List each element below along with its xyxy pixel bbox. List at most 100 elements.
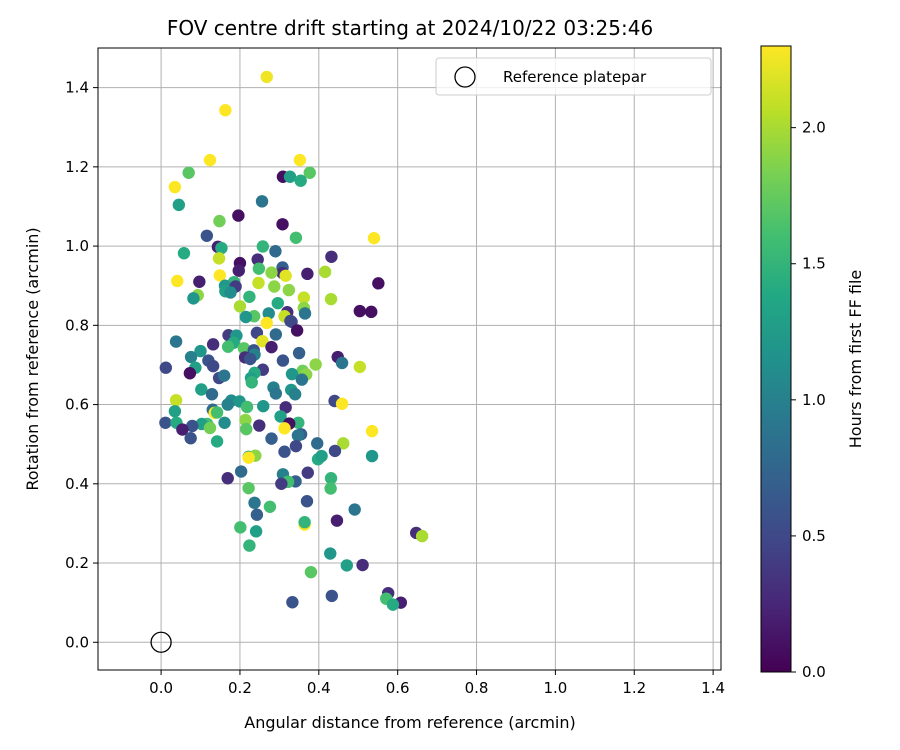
data-point — [245, 376, 258, 389]
data-point — [256, 334, 269, 348]
data-point — [221, 398, 234, 411]
colorbar-tick-label: 0.5 — [802, 527, 826, 545]
data-point — [237, 342, 251, 355]
data-point — [365, 424, 379, 438]
data-point — [269, 245, 282, 258]
data-point — [285, 367, 299, 381]
data-point — [203, 153, 217, 167]
data-point — [324, 547, 337, 560]
data-point — [260, 316, 273, 330]
data-point — [324, 472, 338, 485]
y-axis-label: Rotation from reference (arcmin) — [23, 227, 42, 490]
data-point — [337, 437, 350, 450]
data-point — [260, 70, 273, 84]
data-point — [187, 292, 200, 305]
data-point — [325, 250, 338, 263]
data-point — [386, 598, 400, 611]
data-point — [292, 346, 306, 360]
data-point — [240, 422, 253, 436]
data-point — [234, 465, 248, 478]
data-point — [252, 262, 266, 275]
legend: Reference platepar — [435, 57, 712, 96]
x-tick-label: 1.0 — [543, 679, 567, 697]
y-tick-label: 0.6 — [65, 396, 89, 414]
data-point — [169, 335, 183, 348]
x-axis-label: Angular distance from reference (arcmin) — [244, 713, 575, 732]
data-point — [348, 503, 361, 516]
data-point — [183, 367, 197, 380]
data-point — [303, 166, 316, 179]
data-point — [239, 310, 253, 324]
data-point — [318, 265, 332, 279]
data-point — [297, 291, 311, 304]
data-point — [353, 360, 367, 374]
data-point — [253, 419, 266, 432]
data-point — [210, 435, 224, 448]
data-point — [340, 559, 354, 572]
data-point — [301, 267, 314, 281]
data-point — [159, 361, 173, 374]
data-point — [300, 495, 314, 508]
data-point — [221, 472, 234, 485]
data-point — [233, 300, 247, 313]
data-point — [289, 439, 303, 453]
data-point — [372, 277, 385, 290]
y-tick-label: 1.0 — [65, 237, 89, 255]
data-point — [215, 241, 228, 255]
data-point — [271, 296, 285, 310]
x-tick-label: 0.8 — [465, 679, 489, 697]
data-point — [239, 413, 252, 427]
colorbar-ticks: 0.0 0.5 1.0 1.5 2.0 — [791, 119, 826, 681]
colorbar-tick-label: 0.0 — [802, 663, 826, 681]
data-point — [335, 397, 349, 410]
data-point — [184, 432, 197, 445]
data-point — [200, 229, 214, 242]
data-point — [206, 359, 220, 373]
data-point — [195, 383, 208, 396]
data-point — [365, 305, 378, 319]
x-tick-label: 1.2 — [622, 679, 646, 697]
data-point — [290, 324, 304, 337]
data-point — [288, 388, 302, 401]
data-point — [172, 198, 186, 212]
data-point — [276, 354, 290, 367]
data-point — [168, 405, 182, 418]
data-point — [252, 276, 265, 290]
colorbar-tick-label: 2.0 — [802, 119, 826, 137]
reference-marker — [150, 631, 172, 653]
y-tick-label: 0.0 — [65, 633, 89, 651]
data-point — [325, 589, 339, 603]
data-point — [286, 596, 299, 609]
data-point — [213, 214, 226, 228]
data-point — [295, 373, 309, 386]
x-axis-ticks: 0.0 0.2 0.4 0.6 0.8 1.0 1.2 1.4 — [149, 670, 725, 697]
data-point — [177, 247, 191, 260]
colorbar-tick-label: 1.5 — [802, 255, 826, 273]
data-point — [324, 482, 337, 495]
data-point — [206, 338, 220, 351]
data-point — [283, 170, 297, 183]
data-point — [315, 449, 328, 463]
data-point — [219, 104, 232, 117]
x-tick-label: 0.6 — [386, 679, 410, 697]
data-point — [184, 350, 198, 364]
data-point — [298, 516, 311, 529]
data-point — [301, 466, 314, 479]
data-point — [365, 449, 379, 463]
data-point — [265, 266, 278, 279]
data-point — [186, 419, 199, 433]
colorbar: 0.0 0.5 1.0 1.5 2.0 Hours from first FF file — [760, 45, 865, 681]
data-point — [265, 432, 278, 445]
data-point — [243, 290, 256, 303]
y-axis-ticks: 0.0 0.2 0.4 0.6 0.8 1.0 1.2 1.4 — [65, 79, 98, 651]
data-point — [234, 521, 247, 534]
data-point — [203, 421, 217, 435]
data-point — [169, 394, 183, 407]
data-point — [249, 525, 263, 538]
y-tick-label: 1.4 — [65, 79, 89, 97]
data-point — [328, 444, 342, 458]
data-point — [282, 283, 296, 297]
x-tick-label: 0.2 — [228, 679, 252, 697]
data-point — [275, 477, 288, 490]
data-point — [193, 275, 206, 288]
